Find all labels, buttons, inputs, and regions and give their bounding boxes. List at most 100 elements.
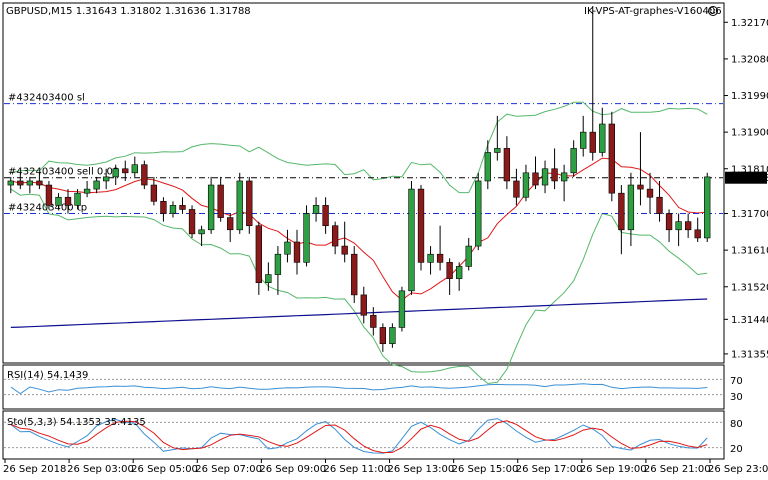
time-tick-label: 26 Sep 03:00: [67, 464, 134, 475]
time-tick-label: 26 Sep 13:00: [388, 464, 455, 475]
candle-body: [131, 164, 138, 174]
candle-body: [627, 184, 635, 231]
candle-body: [475, 180, 482, 247]
price-tick-label: 1.31900: [731, 128, 768, 139]
candle-body: [45, 184, 53, 206]
candle-body: [93, 180, 100, 190]
candle-body: [580, 131, 587, 149]
price-tick-label: 1.31810: [731, 164, 768, 175]
candle-body: [675, 221, 682, 231]
sto-label: Sto(5,3,3) 54.1353 35.4135: [7, 417, 146, 428]
price-tick-label: 1.31990: [731, 91, 768, 102]
price-tick-label: 1.32170: [731, 18, 768, 29]
candle-body: [427, 253, 434, 263]
candle-body: [274, 253, 282, 275]
candle-body: [112, 168, 119, 178]
bollinger-bands: [10, 101, 708, 385]
sto-panel-frame: [2, 410, 725, 460]
current-price-tag: [725, 171, 767, 184]
candle-body: [704, 176, 711, 239]
candle-body: [618, 192, 625, 231]
candle-body: [236, 180, 243, 231]
rsi-level-70: 70: [730, 376, 743, 387]
fast-ma: [10, 157, 708, 301]
moving-averages: [10, 157, 708, 328]
candle-body: [599, 123, 606, 153]
candle-body: [417, 188, 425, 263]
candle-body: [684, 221, 692, 231]
candle-body: [198, 229, 205, 235]
candle-body: [188, 209, 196, 235]
candle-body: [179, 205, 186, 210]
candle-body: [665, 213, 673, 231]
sto-level-80: 80: [730, 419, 743, 430]
sell-line-label: #432403400 sell 0.02: [8, 167, 119, 178]
candle-body: [331, 225, 339, 247]
candle-body: [150, 184, 158, 202]
candle-body: [217, 184, 224, 218]
candle-body: [608, 123, 615, 194]
candle-body: [312, 205, 320, 214]
candle-body: [532, 172, 539, 186]
candle-body: [36, 180, 43, 186]
candle-body: [408, 188, 415, 292]
time-tick-label: 26 Sep 07:00: [195, 464, 262, 475]
candle-body: [446, 262, 453, 279]
candle-body: [160, 201, 167, 214]
account-label: IK-VPS-AT-graphes-V160406: [584, 6, 722, 17]
time-tick-label: 26 Sep 21:00: [644, 464, 711, 475]
price-tick-label: 1.31520: [731, 282, 768, 293]
candle-body: [265, 274, 272, 283]
time-tick-label: 26 Sep 05:00: [131, 464, 198, 475]
price-tick-label: 1.31700: [731, 209, 768, 220]
candle-body: [522, 172, 530, 198]
current-price-label: 1.31788: [730, 173, 768, 184]
tp-line-label: #432403400 tp: [8, 203, 87, 214]
candle-body: [74, 192, 81, 206]
candle-body: [513, 180, 520, 198]
lower-band: [10, 188, 708, 385]
candle-body: [465, 245, 472, 267]
rsi-level-30: 30: [730, 392, 743, 403]
candle-body: [484, 152, 491, 182]
time-tick-label: 26 Sep 2018: [3, 464, 66, 475]
candle-body: [570, 148, 577, 174]
time-tick-label: 26 Sep 15:00: [452, 464, 519, 475]
candle-body: [169, 205, 177, 214]
candle-body: [17, 180, 24, 186]
rsi-panel-frame: [2, 364, 725, 410]
candle-body: [255, 225, 262, 283]
candle-body: [122, 168, 129, 174]
candle-body: [646, 188, 654, 198]
candle-body: [398, 290, 406, 328]
candle-body: [284, 241, 291, 255]
candle-body: [351, 253, 358, 296]
price-tick-label: 1.31355: [731, 349, 768, 360]
candle-body: [456, 266, 463, 279]
upper-band: [10, 101, 708, 194]
sto-signal-line: [10, 420, 708, 454]
candle-body: [141, 164, 148, 186]
slow-ma: [10, 298, 708, 328]
price-tick-label: 1.31610: [731, 246, 768, 257]
candle-body: [64, 196, 72, 206]
candle-body: [303, 213, 310, 263]
time-tick-label: 26 Sep 19:00: [580, 464, 647, 475]
candle-body: [589, 131, 596, 153]
candle-body: [246, 180, 253, 227]
candle-body: [370, 314, 377, 328]
candle-body: [103, 176, 110, 182]
candle-body: [360, 294, 367, 316]
candles: [7, 6, 711, 352]
candle-body: [637, 184, 644, 190]
candle-body: [389, 327, 396, 345]
candle-body: [379, 327, 387, 345]
candle-body: [341, 245, 348, 255]
trade-levels: #432403400 sl #432403400 sell 0.02 #432403…: [4, 93, 723, 215]
price-tick-label: 1.32080: [731, 54, 768, 65]
candle-body: [494, 148, 501, 153]
candle-body: [560, 172, 568, 182]
candle-body: [322, 205, 329, 227]
